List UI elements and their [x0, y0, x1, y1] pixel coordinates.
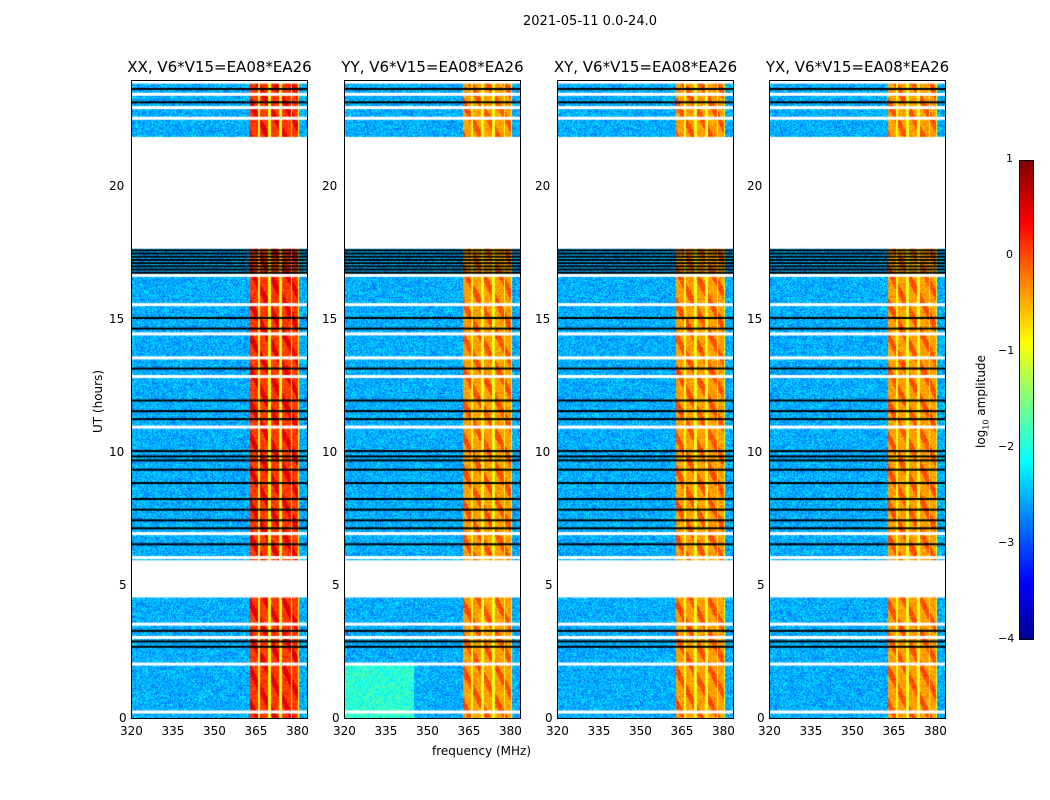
colorbar-label: log10 amplitude — [974, 355, 991, 448]
x-tick-label: 335 — [374, 724, 398, 738]
y-tick-label: 15 — [535, 311, 551, 326]
spectrogram-heatmap — [132, 81, 307, 718]
y-axis-label: UT (hours) — [91, 369, 105, 433]
y-tick-label: 5 — [757, 577, 765, 592]
x-tick-label: 335 — [799, 724, 823, 738]
x-tick-label: 320 — [758, 724, 781, 738]
spectrogram-heatmap — [770, 81, 945, 718]
y-tick-label: 0 — [757, 711, 765, 725]
x-tick-label: 365 — [882, 724, 906, 738]
spectrogram-heatmap — [558, 81, 733, 718]
x-tick-label: 350 — [840, 724, 864, 738]
panel-title: XY, V6*V15=EA08*EA26 — [553, 58, 738, 76]
y-tick-label: 10 — [109, 444, 125, 459]
colorbar-tick-label: −2 — [998, 440, 1015, 453]
colorbar-tick-label: −3 — [998, 536, 1015, 549]
colorbar-tick-label: 1 — [1006, 152, 1013, 165]
x-tick-label: 320 — [333, 724, 356, 738]
y-tick-label: 5 — [545, 577, 553, 592]
x-tick-label: 365 — [457, 724, 481, 738]
x-tick-label: 350 — [628, 724, 652, 738]
spectrogram-panel — [344, 80, 521, 719]
y-tick-label: 0 — [119, 711, 127, 725]
x-axis-label: frequency (MHz) — [432, 744, 532, 758]
colorbar — [1019, 160, 1034, 640]
spectrogram-panel — [131, 80, 308, 719]
y-tick-label: 0 — [545, 711, 553, 725]
panel-title: YY, V6*V15=EA08*EA26 — [341, 58, 524, 76]
spectrogram-panel — [769, 80, 946, 719]
x-tick-label: 320 — [120, 724, 143, 738]
x-tick-label: 365 — [670, 724, 694, 738]
y-tick-label: 10 — [747, 444, 763, 459]
y-tick-label: 20 — [535, 178, 551, 193]
colorbar-tick-label: −1 — [998, 344, 1015, 357]
y-tick-label: 0 — [332, 711, 340, 725]
x-tick-label: 350 — [202, 724, 226, 738]
y-tick-label: 20 — [322, 178, 338, 193]
y-tick-label: 20 — [747, 178, 763, 193]
panel-title: XX, V6*V15=EA08*EA26 — [127, 58, 312, 76]
spectrogram-panel — [557, 80, 734, 719]
y-tick-label: 15 — [747, 311, 763, 326]
x-tick-label: 380 — [285, 724, 309, 738]
y-tick-label: 15 — [322, 311, 338, 326]
y-tick-label: 10 — [322, 444, 338, 459]
y-tick-label: 10 — [535, 444, 551, 459]
panel-title: YX, V6*V15=EA08*EA26 — [765, 58, 950, 76]
x-tick-label: 335 — [587, 724, 611, 738]
spectrogram-heatmap — [345, 81, 520, 718]
x-tick-label: 380 — [498, 724, 522, 738]
x-tick-label: 320 — [546, 724, 569, 738]
x-tick-label: 335 — [161, 724, 185, 738]
x-tick-label: 365 — [244, 724, 268, 738]
figure-title: 2021-05-11 0.0-24.0 — [523, 14, 657, 29]
x-tick-label: 350 — [415, 724, 439, 738]
colorbar-tick-label: 0 — [1006, 248, 1013, 261]
x-tick-label: 380 — [711, 724, 735, 738]
colorbar-tick-label: −4 — [998, 632, 1015, 645]
y-tick-label: 5 — [332, 577, 340, 592]
y-tick-label: 5 — [119, 577, 127, 592]
x-tick-label: 380 — [923, 724, 947, 738]
y-tick-label: 15 — [109, 311, 125, 326]
y-tick-label: 20 — [109, 178, 125, 193]
